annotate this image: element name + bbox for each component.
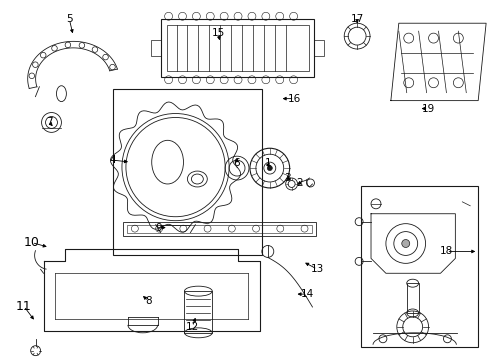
Text: 9: 9 (155, 222, 162, 233)
Text: 1: 1 (264, 158, 270, 168)
Text: 15: 15 (211, 28, 224, 38)
Bar (360, 186, 477, 347)
Bar (113, 89, 262, 255)
Text: 18: 18 (439, 247, 452, 256)
Text: 17: 17 (350, 14, 363, 24)
Text: 6: 6 (233, 158, 240, 168)
Circle shape (267, 166, 272, 171)
Bar (122, 222, 316, 235)
Bar (127, 225, 312, 233)
Bar (166, 25, 308, 71)
Bar (150, 40, 161, 56)
Text: 7: 7 (46, 117, 53, 127)
Bar (161, 19, 314, 77)
Bar (406, 283, 418, 313)
Text: 16: 16 (287, 94, 301, 104)
Text: 3: 3 (284, 173, 290, 183)
Text: 8: 8 (145, 296, 152, 306)
Polygon shape (43, 249, 259, 331)
Text: 14: 14 (300, 289, 313, 299)
Text: 10: 10 (24, 236, 40, 249)
Text: 11: 11 (16, 300, 32, 312)
Circle shape (401, 239, 409, 247)
Polygon shape (370, 214, 454, 273)
Polygon shape (390, 23, 485, 100)
Text: 13: 13 (310, 264, 324, 274)
Text: 2: 2 (296, 178, 302, 188)
Text: 4: 4 (109, 155, 116, 165)
Text: 19: 19 (421, 104, 434, 113)
Bar (314, 40, 324, 56)
Text: 5: 5 (66, 14, 73, 24)
Text: 12: 12 (185, 322, 199, 332)
Bar (184, 291, 212, 333)
